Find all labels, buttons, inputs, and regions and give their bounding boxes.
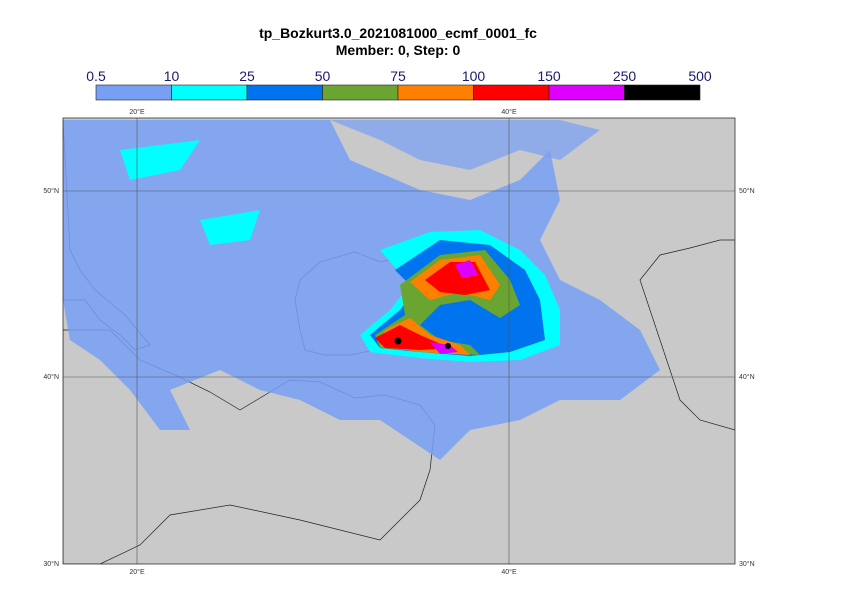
- colorbar-label: 75: [390, 68, 406, 84]
- colorbar-swatch: [624, 84, 701, 101]
- colorbar-swatch: [95, 84, 172, 101]
- colorbar-swatch: [473, 84, 550, 101]
- colorbar-label: 500: [688, 68, 712, 84]
- colorbar-label: 150: [537, 68, 561, 84]
- precip-area: [394, 337, 402, 345]
- precip-area: [445, 343, 451, 349]
- lat-label: 30°N: [739, 560, 755, 568]
- lon-label: 20°E: [129, 568, 145, 576]
- lon-label: 40°E: [501, 108, 517, 116]
- colorbar-label: 50: [315, 68, 331, 84]
- precip-area: [375, 325, 450, 350]
- precip-area: [430, 342, 458, 354]
- precip-area: [63, 120, 660, 460]
- precip-area: [330, 120, 600, 170]
- subtitle: Member: 0, Step: 0: [336, 42, 461, 58]
- colorbar-swatch: [397, 84, 474, 101]
- colorbar-swatch: [322, 84, 399, 101]
- precip-area: [120, 140, 200, 180]
- lat-label: 40°N: [739, 373, 755, 381]
- colorbar-swatch: [548, 84, 625, 101]
- colorbar-label: 100: [462, 68, 486, 84]
- precipitation: [63, 120, 660, 460]
- lon-label: 20°E: [129, 108, 145, 116]
- colorbar: 0.5 10 25 50 75 100 150 250 500: [86, 68, 712, 101]
- caspian-sea: [639, 239, 735, 431]
- map-frame: [62, 117, 736, 565]
- lat-label: 30°N: [43, 560, 59, 568]
- precip-area: [455, 260, 478, 278]
- lat-label: 50°N: [43, 187, 59, 195]
- lat-label: 50°N: [739, 187, 755, 195]
- colorbar-label: 250: [613, 68, 637, 84]
- precip-area: [200, 210, 260, 245]
- title: tp_Bozkurt3.0_2021081000_ecmf_0001_fc: [259, 25, 537, 41]
- map-area: [63, 118, 735, 564]
- colorbar-label: 25: [239, 68, 255, 84]
- colorbar-label: 0.5: [86, 68, 106, 84]
- colorbar-swatch: [171, 84, 248, 101]
- colorbar-swatch: [246, 84, 323, 101]
- colorbar-label: 10: [164, 68, 180, 84]
- lon-label: 40°E: [501, 568, 517, 576]
- lat-label: 40°N: [43, 373, 59, 381]
